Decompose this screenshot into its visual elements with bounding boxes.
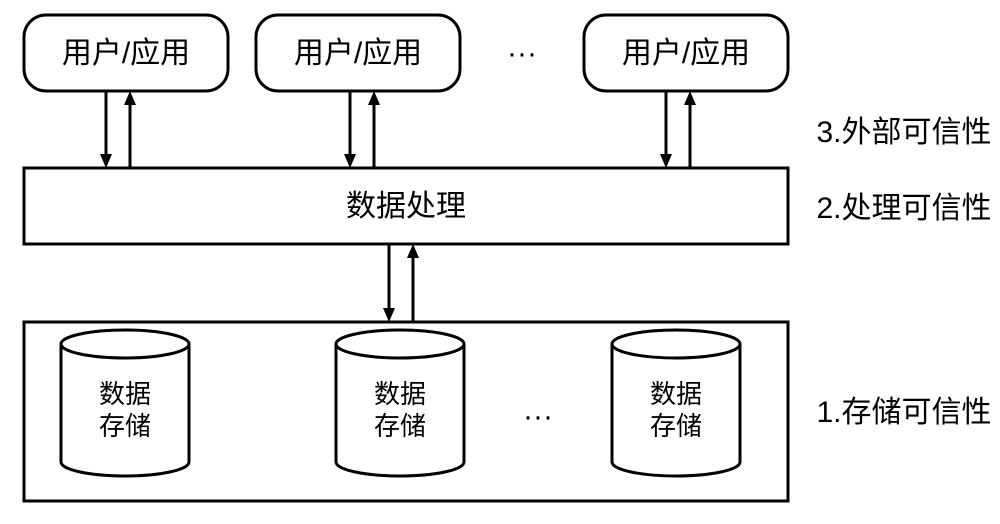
arrow-mid-down-head	[383, 308, 395, 322]
arrow-top-down-2-head	[660, 154, 672, 168]
arrow-top-down-0-head	[100, 154, 112, 168]
storage-ellipsis: ···	[523, 400, 553, 433]
side-label-1: 2.处理可信性	[816, 192, 991, 225]
storage-cylinder-1-top	[336, 330, 464, 358]
architecture-diagram: 用户/应用用户/应用用户/应用···数据处理数据存储数据存储数据存储···3.外…	[0, 0, 1000, 524]
side-label-2: 1.存储可信性	[816, 396, 991, 429]
storage-label2-0: 存储	[99, 411, 151, 441]
storage-cylinder-2-top	[612, 330, 740, 358]
storage-cylinder-0-top	[61, 330, 189, 358]
user-app-ellipsis: ···	[507, 37, 537, 70]
arrow-top-up-1-head	[368, 91, 380, 105]
storage-label2-2: 存储	[650, 411, 702, 441]
arrow-top-up-0-head	[124, 91, 136, 105]
user-app-label-1: 用户/应用	[294, 37, 422, 70]
arrow-top-down-1-head	[344, 154, 356, 168]
storage-label2-1: 存储	[374, 411, 426, 441]
arrow-mid-up-head	[407, 244, 419, 258]
storage-label1-0: 数据	[99, 379, 151, 409]
side-label-0: 3.外部可信性	[816, 116, 991, 149]
data-processing-label: 数据处理	[346, 190, 466, 223]
storage-label1-1: 数据	[374, 379, 426, 409]
storage-label1-2: 数据	[650, 379, 702, 409]
user-app-label-2: 用户/应用	[622, 37, 750, 70]
user-app-label-0: 用户/应用	[62, 37, 190, 70]
arrow-top-up-2-head	[684, 91, 696, 105]
